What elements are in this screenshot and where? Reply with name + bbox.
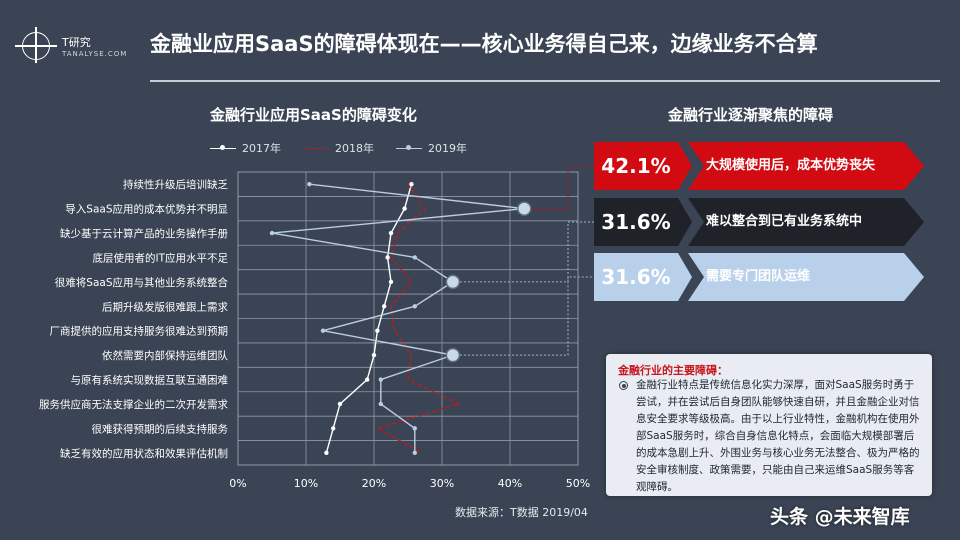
- banner-connector: [459, 221, 594, 283]
- data-point-2019: [378, 401, 383, 407]
- banner-shape-3: [594, 253, 924, 301]
- focus-banner-2: 31.6% 难以整合到已有业务系统中: [594, 198, 924, 246]
- category-label: 导入SaaS应用的成本优势并不明显: [65, 203, 228, 216]
- series-line-2017: [325, 184, 413, 453]
- logo-text: T研究: [62, 36, 91, 49]
- legend-item-2019: 2019年: [396, 140, 467, 156]
- data-point-2017: [388, 230, 394, 236]
- category-label: 依然需要内部保持运维团队: [102, 349, 228, 362]
- category-label: 与原有系统实现数据互联互通困难: [71, 374, 229, 387]
- legend-swatch-2018: [303, 147, 329, 149]
- note-body: 金融行业特点是传统信息化实力深厚，面对SaaS服务时勇于尝试，并在尝试后自身团队…: [636, 379, 920, 493]
- banner-text-2: 难以整合到已有业务系统中: [706, 214, 863, 229]
- category-label: 厂商提供的应用支持服务很难达到预期: [50, 325, 229, 338]
- highlight-point-2019: [445, 347, 461, 363]
- page-title: 金融业应用SaaS的障碍体现在——核心业务得自己来，边缘业务不合算: [150, 32, 818, 56]
- data-point-2017: [409, 182, 414, 187]
- category-label: 很难将SaaS应用与其他业务系统整合: [55, 276, 229, 289]
- banner-shape-1: [594, 142, 924, 190]
- data-point-2019: [320, 328, 326, 333]
- series-line-2019: [271, 183, 525, 453]
- category-label: 服务供应商无法支撑企业的二次开发需求: [39, 398, 228, 411]
- banner-value-2: 31.6%: [601, 210, 671, 234]
- data-point-2017: [331, 426, 336, 431]
- legend-label-2017: 2017年: [242, 142, 281, 155]
- x-tick-label: 0%: [229, 477, 246, 490]
- x-tick-label: 20%: [362, 477, 386, 490]
- data-point-2019: [412, 255, 417, 260]
- data-point-2017: [365, 377, 370, 382]
- data-point-2019: [412, 426, 417, 431]
- highlight-point-2019: [445, 274, 461, 290]
- focus-banner-3: 31.6% 需要专门团队运维: [594, 253, 924, 301]
- x-tick-label: 50%: [566, 477, 590, 490]
- category-label: 后期升级发版很难跟上需求: [102, 300, 228, 313]
- data-point-2017: [375, 328, 380, 333]
- legend-swatch-2019: [396, 145, 422, 150]
- data-point-2017: [371, 352, 377, 358]
- data-point-2017: [402, 206, 407, 211]
- chart-title: 金融行业应用SaaS的障碍变化: [210, 106, 417, 124]
- data-point-2017: [337, 401, 343, 407]
- data-point-2017: [385, 255, 390, 260]
- category-label: 缺少基于云计算产品的业务操作手册: [60, 227, 228, 240]
- data-point-2017: [324, 450, 329, 455]
- note-title: 金融行业的主要障碍：: [618, 364, 728, 377]
- data-point-2017: [388, 279, 394, 285]
- watermark: 头条 @未来智库: [770, 506, 910, 528]
- legend-item-2018: 2018年: [303, 140, 374, 156]
- note-box: 金融行业的主要障碍： 金融行业特点是传统信息化实力深厚，面对SaaS服务时勇于尝…: [606, 354, 932, 496]
- banner-text-1: 大规模使用后，成本优势丧失: [706, 158, 876, 173]
- data-source: 数据来源：T数据 2019/04: [455, 506, 588, 519]
- focus-banner-1: 42.1% 大规模使用后，成本优势丧失: [594, 142, 924, 190]
- legend-label-2018: 2018年: [335, 142, 374, 155]
- bullet-icon: [619, 381, 628, 390]
- logo-subtext: TANALYSE.COM: [62, 50, 128, 58]
- highlight-point-2019: [517, 201, 532, 216]
- category-label: 持续性升级后培训缺乏: [123, 178, 228, 191]
- x-tick-label: 40%: [498, 477, 522, 490]
- category-label: 很难获得预期的后续支持服务: [92, 422, 229, 435]
- legend-item-2017: 2017年: [210, 140, 281, 156]
- legend-swatch-2017: [210, 145, 236, 150]
- focus-title: 金融行业逐渐聚焦的障碍: [668, 106, 834, 124]
- x-tick-label: 10%: [294, 477, 318, 490]
- banner-connector: [459, 276, 594, 356]
- data-point-2017: [382, 304, 387, 309]
- banner-value-3: 31.6%: [601, 265, 671, 289]
- banner-value-1: 42.1%: [601, 154, 671, 178]
- banner-connector: [531, 165, 594, 210]
- category-label: 底层使用者的IT应用水平不足: [92, 251, 228, 264]
- data-point-2019: [378, 377, 383, 382]
- data-point-2019: [307, 182, 312, 187]
- data-point-2019: [269, 230, 275, 236]
- logo: T研究 TANALYSE.COM: [15, 22, 128, 68]
- chart-legend: 2017年 2018年 2019年: [210, 140, 467, 156]
- banner-shape-2: [594, 198, 924, 246]
- logo-mark-icon: [15, 27, 57, 63]
- data-point-2019: [412, 304, 417, 309]
- legend-label-2019: 2019年: [428, 142, 467, 155]
- title-divider: [150, 80, 940, 82]
- data-point-2019: [412, 450, 417, 455]
- category-label: 缺乏有效的应用状态和效果评估机制: [60, 447, 228, 460]
- banner-text-3: 需要专门团队运维: [706, 269, 811, 284]
- x-tick-label: 30%: [430, 477, 454, 490]
